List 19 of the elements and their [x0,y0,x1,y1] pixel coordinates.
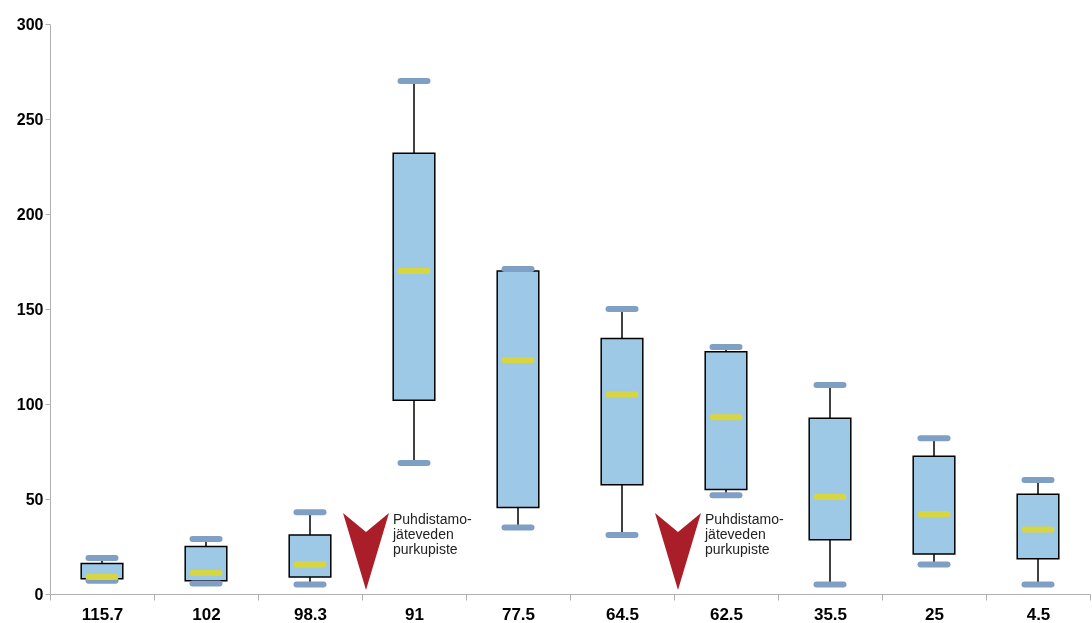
x-tick-label: 91 [405,604,424,623]
x-tick-label: 25 [925,604,944,623]
y-tick-label: 200 [16,205,44,223]
x-tick-label: 35.5 [813,604,848,623]
y-tick-label: 100 [16,395,44,413]
x-tick-label: 62.5 [709,604,744,623]
x-tick-label: 115.7 [81,604,124,623]
annotation: Puhdistamo-jäteveden purkupiste [704,511,784,557]
x-tick-label: 77.5 [501,604,536,623]
y-tick-label: 0 [34,585,44,603]
annotation: Puhdistamo-jäteveden purkupiste [392,511,472,557]
y-tick-label: 250 [16,110,44,128]
x-tick-label: 102 [192,604,221,623]
y-tick-label: 300 [16,15,44,33]
x-tick-label: 98.3 [293,604,328,623]
y-tick-label: 50 [25,490,44,508]
y-tick-label: 150 [16,300,44,318]
x-tick-label: 4.5 [1026,604,1051,623]
x-tick-label: 64.5 [605,604,640,623]
